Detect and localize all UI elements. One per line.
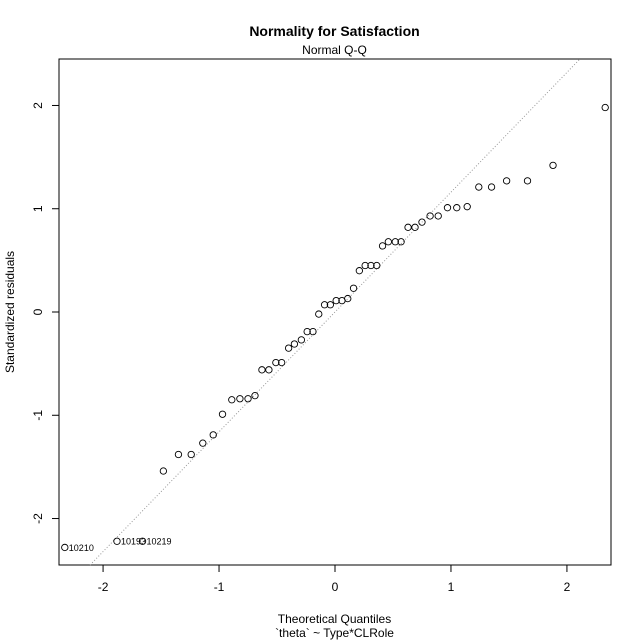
data-point	[475, 183, 483, 191]
data-point	[426, 212, 434, 220]
data-point	[326, 301, 335, 309]
data-point	[209, 431, 217, 439]
y-tick-label: 1	[31, 205, 45, 212]
data-point	[443, 204, 452, 212]
reference-line-layer	[89, 58, 581, 566]
point-label: 10210	[69, 543, 94, 553]
data-point	[523, 177, 532, 185]
points-layer: 10210 10193 10219	[61, 103, 609, 553]
data-point	[320, 301, 329, 309]
data-point	[272, 358, 280, 367]
data-point	[378, 242, 387, 250]
data-point	[549, 161, 557, 170]
data-point	[284, 344, 293, 352]
data-point	[434, 212, 442, 220]
data-point	[404, 223, 412, 231]
y-axis-label: Standardized residuals	[3, 251, 17, 373]
data-point	[113, 537, 121, 545]
data-point	[303, 327, 311, 336]
data-point	[297, 336, 306, 344]
data-point	[601, 103, 609, 112]
data-point	[391, 238, 399, 246]
data-point	[355, 267, 364, 275]
data-point	[367, 261, 375, 270]
data-point	[411, 223, 419, 231]
plot-frame	[58, 58, 612, 566]
data-point	[218, 410, 227, 418]
chart-subtitle: Normal Q-Q	[302, 43, 367, 57]
data-point	[487, 183, 496, 191]
data-point	[502, 177, 511, 185]
data-point	[397, 238, 405, 246]
chart-title: Normality for Satisfaction	[249, 23, 419, 39]
point-label: 10193	[121, 537, 146, 547]
data-point	[265, 366, 273, 374]
x-tick-label: -1	[214, 580, 225, 594]
data-point	[344, 294, 352, 303]
x-tick-label: 2	[564, 580, 571, 594]
data-point	[463, 203, 471, 211]
data-point	[159, 467, 168, 475]
data-point	[278, 358, 286, 367]
y-tick-label: -2	[31, 513, 45, 524]
data-point	[244, 395, 252, 403]
x-tick-label: -2	[98, 580, 109, 594]
data-point	[309, 327, 317, 336]
data-point	[373, 261, 381, 270]
data-point	[315, 310, 323, 318]
data-point	[349, 284, 358, 292]
y-axis: -2 -1 0 1 2	[31, 102, 59, 524]
data-point	[332, 296, 340, 305]
x-axis: -2 -1 0 1 2	[98, 565, 571, 594]
data-point	[290, 340, 299, 348]
data-point	[236, 395, 244, 403]
data-point	[187, 450, 195, 459]
point-label: 10219	[146, 537, 171, 547]
x-axis-label-line2: `theta` ~ Type*CLRole	[275, 626, 394, 640]
x-axis-label: Theoretical Quantiles	[278, 612, 391, 626]
data-point	[174, 450, 183, 459]
y-tick-label: -1	[31, 410, 45, 421]
data-point	[199, 439, 207, 447]
data-point	[361, 261, 369, 270]
data-point	[138, 537, 147, 545]
y-tick-label: 2	[31, 102, 45, 109]
y-tick-label: 0	[31, 308, 45, 315]
reference-line	[89, 58, 581, 566]
data-point	[61, 543, 69, 552]
data-point	[384, 238, 392, 246]
x-tick-label: 1	[448, 580, 455, 594]
x-tick-label: 0	[332, 580, 339, 594]
data-point	[418, 218, 426, 226]
data-point	[228, 396, 236, 404]
data-point	[258, 366, 266, 374]
data-point	[251, 391, 259, 400]
data-point	[453, 204, 461, 212]
